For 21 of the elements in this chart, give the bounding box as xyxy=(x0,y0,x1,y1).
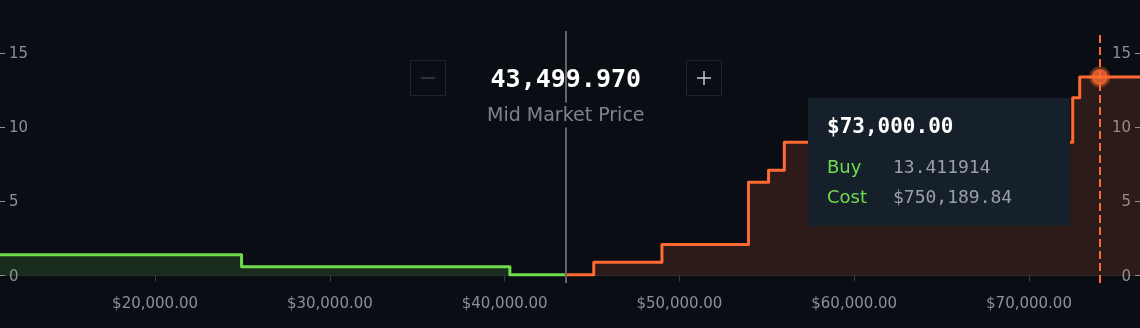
x-tick-label: $50,000.00 xyxy=(636,293,723,312)
annotation: Mid Market Price xyxy=(485,102,647,128)
y-tick-label: 5 xyxy=(9,192,19,211)
annotation: $750,189.84 xyxy=(893,186,1013,207)
y2-tick-label: 5 xyxy=(1121,192,1131,211)
x-tick-label: $30,000.00 xyxy=(286,293,373,312)
annotation: Cost xyxy=(827,186,868,207)
x-tick-label: $60,000.00 xyxy=(811,293,898,312)
y-tick-label: 0 xyxy=(9,266,19,285)
annotation: $73,000.00 xyxy=(827,114,954,138)
x-tick-label: $70,000.00 xyxy=(986,293,1072,312)
y-tick-label: 15 xyxy=(9,44,29,63)
y-tick-label: 10 xyxy=(9,118,29,137)
y2-tick-label: 15 xyxy=(1111,44,1131,63)
y2-tick-label: 0 xyxy=(1121,266,1131,285)
y2-tick-label: 10 xyxy=(1111,118,1131,137)
annotation: 13.411914 xyxy=(893,156,991,177)
x-tick-label: $20,000.00 xyxy=(112,293,198,312)
x-tick-label: $40,000.00 xyxy=(461,293,548,312)
annotation: Buy xyxy=(827,156,862,177)
annotation: 43,499.970 xyxy=(490,63,642,93)
